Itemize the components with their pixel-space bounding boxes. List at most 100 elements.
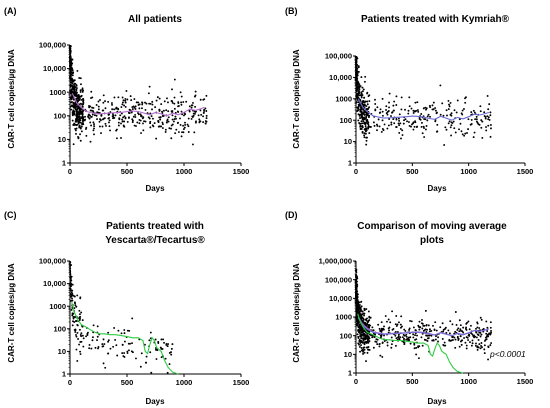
data-point (365, 105, 368, 107)
data-point (454, 311, 457, 313)
data-point (381, 114, 384, 117)
data-point (139, 113, 142, 116)
data-point (141, 103, 144, 106)
data-point (204, 107, 207, 110)
data-point (363, 110, 366, 113)
data-point (416, 109, 419, 112)
data-point (107, 113, 110, 116)
data-point (380, 335, 383, 338)
data-point (69, 55, 71, 58)
data-point (374, 103, 377, 105)
data-point (460, 329, 462, 332)
data-point (128, 116, 130, 119)
data-point (71, 289, 74, 292)
data-point (355, 286, 358, 289)
data-point (109, 347, 112, 350)
data-point (107, 352, 110, 355)
data-point (384, 315, 387, 317)
data-point (356, 324, 359, 327)
data-point (124, 105, 127, 108)
data-point (160, 125, 163, 128)
data-point (422, 125, 425, 128)
data-point (388, 118, 391, 120)
data-point (107, 339, 110, 342)
data-point (74, 120, 77, 123)
data-point (407, 109, 410, 112)
data-point (454, 131, 457, 134)
x-axis-title: Days (427, 397, 447, 406)
data-point (205, 114, 208, 117)
data-point (424, 309, 427, 312)
data-point (488, 103, 491, 106)
data-point (408, 105, 411, 108)
data-point (82, 89, 85, 92)
data-point (355, 296, 358, 299)
data-point (367, 337, 370, 340)
data-point (69, 45, 72, 48)
data-point (151, 100, 154, 103)
data-point (355, 74, 357, 77)
data-point (362, 100, 365, 103)
data-point (72, 104, 75, 107)
data-point (69, 57, 71, 60)
data-point (366, 317, 368, 320)
data-point (194, 90, 197, 93)
data-point (184, 121, 186, 124)
data-point (461, 109, 464, 112)
x-tick-label: 1500 (233, 378, 250, 387)
data-point (87, 113, 90, 116)
data-point (420, 336, 423, 339)
data-point (388, 92, 391, 95)
data-point (73, 82, 76, 85)
data-point (77, 97, 80, 100)
data-point (168, 363, 171, 366)
moving-average-line (71, 93, 205, 117)
data-point (434, 335, 437, 338)
data-point (456, 335, 459, 338)
data-point (96, 118, 98, 121)
data-point (363, 309, 366, 312)
data-point (69, 283, 71, 286)
data-point (78, 77, 81, 79)
data-point (355, 292, 358, 295)
data-point (412, 128, 415, 131)
data-point (74, 127, 77, 130)
data-point (480, 126, 483, 129)
data-point (392, 118, 395, 121)
data-point (362, 112, 365, 115)
panel-b: (B) Patients treated with Kymriah® CAR-T… (285, 6, 533, 193)
data-point (363, 307, 366, 310)
scatter-points (355, 268, 493, 363)
data-point (69, 292, 72, 295)
data-point (356, 72, 359, 75)
y-axis-title: CAR-T cell copies/µg DNA (292, 263, 301, 363)
data-point (451, 336, 454, 339)
data-point (412, 121, 415, 124)
data-point (134, 105, 137, 108)
y-tick-label: 100,000 (39, 41, 66, 50)
data-point (362, 334, 365, 337)
data-point (402, 122, 405, 125)
tick-labels: 1 10 100 1000 10,000 100,000 0 500 1000 1500 (325, 52, 533, 176)
data-point (355, 72, 358, 75)
data-point (173, 78, 176, 81)
data-point (487, 108, 490, 111)
data-point (69, 59, 72, 62)
data-point (112, 345, 115, 348)
data-point (398, 113, 401, 116)
data-point (376, 124, 379, 127)
data-point (140, 132, 142, 134)
data-point (418, 116, 421, 119)
data-point (402, 341, 405, 344)
data-point (165, 121, 168, 124)
data-point (123, 329, 126, 331)
data-point (121, 96, 124, 99)
x-tick-label: 0 (354, 377, 358, 386)
data-point (70, 71, 73, 74)
panel-title-line-2: plots (420, 235, 444, 246)
data-point (360, 111, 363, 114)
data-point (155, 137, 158, 140)
data-point (96, 335, 99, 338)
data-point (70, 79, 73, 82)
data-point (374, 98, 376, 101)
